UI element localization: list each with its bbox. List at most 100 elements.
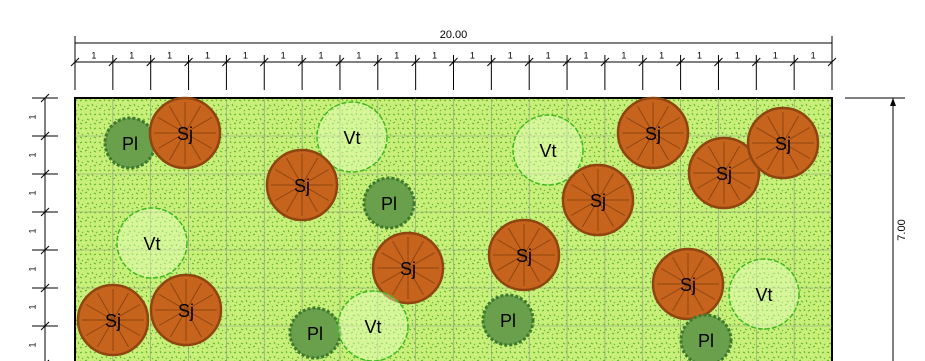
plant-branch (782, 142, 811, 159)
plant-branch (496, 254, 525, 271)
plant-label: Sj (645, 124, 661, 144)
dim-tick (676, 57, 685, 67)
plant-branch (158, 294, 187, 311)
dim-segment-label: 1 (27, 342, 37, 347)
plant-branch (184, 105, 201, 134)
plant-branch (723, 172, 740, 201)
plant-branch (157, 117, 186, 134)
plant-branch (97, 319, 114, 348)
plant-branch (185, 309, 214, 326)
dim-segment-label: 1 (735, 50, 740, 60)
plant-branch (112, 319, 129, 348)
dim-tick (222, 57, 231, 67)
plant: Sj (687, 136, 761, 210)
plant-branch (637, 105, 654, 134)
dim-segment-label: 1 (27, 228, 37, 233)
plant-label: Sj (178, 301, 194, 321)
dim-tick (562, 57, 572, 67)
plant-branch (687, 283, 704, 312)
dim-tick (638, 57, 648, 67)
plant-branch (755, 127, 784, 144)
plant-branch (652, 132, 669, 161)
plant-canopy (679, 313, 733, 361)
dim-tick (449, 57, 458, 67)
dim-segment-label: 1 (319, 50, 324, 60)
plant-canopy (288, 306, 342, 360)
dim-segment-label: 1 (129, 50, 134, 60)
dim-segment-label: 1 (27, 114, 37, 119)
dim-segment-label: 1 (167, 50, 172, 60)
plant-branch (185, 309, 202, 338)
plant-branch (660, 283, 689, 300)
dim-tick (40, 321, 50, 331)
plant-label: Sj (400, 259, 416, 279)
plant-branch (496, 239, 525, 256)
dim-tick (600, 57, 610, 67)
plant-branch (158, 309, 187, 326)
plant: Vt (316, 101, 388, 173)
plant-branch (637, 132, 654, 161)
plant-label: Pl (122, 134, 138, 154)
dim-segment-label: 1 (659, 50, 664, 60)
dim-tick (108, 57, 118, 67)
plant: Sj (651, 247, 725, 321)
plant-branch (723, 157, 752, 174)
plant-canopy (481, 293, 535, 347)
plants: Pl Sj Vt Sj Pl Vt Sj Sj Sj Sj Vt Sj Sj Sj Vt Sj Sj Pl Vt Pl… (76, 96, 820, 361)
plant-branch (660, 268, 689, 285)
plant-label: Pl (307, 324, 323, 344)
dim-tick (146, 57, 156, 67)
plant-branch (85, 319, 114, 336)
plant-label: Sj (680, 275, 696, 295)
plant-label: Sj (590, 191, 606, 211)
dim-segment-label: 1 (508, 50, 513, 60)
plant-branch (708, 145, 725, 174)
plant-branch (672, 256, 689, 285)
plant-branch (170, 309, 187, 338)
plant-branch (523, 254, 540, 283)
plant-branch (696, 157, 725, 174)
plant: Vt (116, 207, 188, 279)
plant-branch (380, 252, 409, 269)
dim-tick (40, 131, 50, 141)
plant-label: Vt (364, 317, 381, 337)
plant-branch (380, 267, 409, 284)
plant-branch (597, 199, 626, 216)
dim-tick (40, 169, 50, 179)
plant-branch (652, 105, 669, 134)
dim-segment-label: 1 (583, 50, 588, 60)
plant-branch (184, 132, 213, 149)
plant-label: Sj (716, 164, 732, 184)
plant-label: Vt (143, 234, 160, 254)
plant: Pl (288, 306, 342, 360)
plant: Pl (103, 116, 157, 170)
dim-segment-label: 1 (27, 304, 37, 309)
plant-branch (301, 157, 318, 186)
plant-label: Sj (294, 176, 310, 196)
plant: Sj (148, 96, 222, 170)
plant: Sj (265, 148, 339, 222)
dim-tick (40, 283, 50, 293)
plant-branch (597, 199, 614, 228)
dim-tick (524, 57, 534, 67)
plant-branch (185, 282, 202, 311)
dim-tick (486, 57, 496, 67)
plant-branch (652, 132, 681, 149)
dim-segment-label: 1 (546, 50, 551, 60)
plant-label: Vt (539, 141, 556, 161)
plant: Sj (487, 218, 561, 292)
dim-tick (259, 57, 269, 67)
dim-arrow (890, 98, 896, 106)
dim-segment-label: 1 (243, 50, 248, 60)
dim-tick (373, 57, 383, 67)
dim-tick (40, 207, 50, 217)
dim-segment-label: 1 (432, 50, 437, 60)
plant-branch (767, 115, 784, 144)
dim-segment-label: 1 (281, 50, 286, 60)
plant-branch (97, 292, 114, 321)
plant-branch (274, 184, 303, 201)
dim-segment-label: 1 (356, 50, 361, 60)
plant-branch (85, 304, 114, 321)
plant: Sj (149, 273, 223, 347)
